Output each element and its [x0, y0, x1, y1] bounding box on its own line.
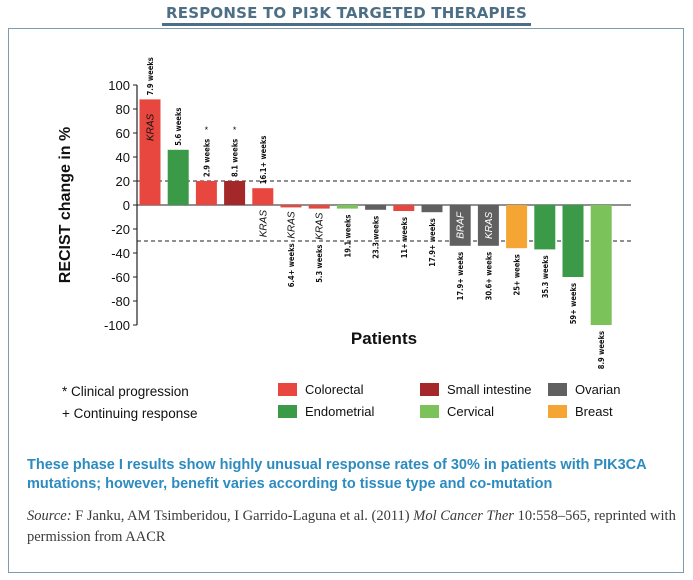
bar: [365, 205, 387, 210]
y-tick-label: -40: [111, 246, 130, 261]
bar-weeks-label: 25+ weeks: [513, 254, 522, 295]
y-axis-title: RECIST change in %: [57, 127, 74, 283]
bar-marker: *: [233, 125, 237, 135]
legend-label: Ovarian: [575, 382, 621, 397]
bar: [308, 205, 330, 209]
y-tick-label: 80: [116, 102, 130, 117]
legend-swatch: [278, 405, 297, 418]
bar-weeks-label: 17.9+ weeks: [428, 218, 437, 267]
y-tick-label: 0: [123, 198, 130, 213]
bar: [139, 99, 161, 205]
y-tick-label: -100: [104, 318, 130, 333]
bar-marker: *: [205, 125, 209, 135]
bar-weeks-label: 7.9 weeks: [146, 57, 155, 95]
bar-weeks-label: 8.1 weeks: [231, 139, 240, 177]
bar: [562, 205, 584, 277]
bar-weeks-label: 19.1 weeks: [343, 215, 352, 258]
figure-caption: These phase I results show highly unusua…: [27, 457, 647, 492]
legend-swatch: [548, 405, 567, 418]
legend-label: Breast: [575, 404, 613, 419]
bar: [336, 205, 358, 209]
title-wrap: RESPONSE TO PI3K TARGETED THERAPIES: [0, 4, 693, 26]
bar-weeks-label: 23.3 weeks: [372, 216, 381, 259]
y-tick-label: 60: [116, 126, 130, 141]
bar-weeks-label: 59+ weeks: [569, 283, 578, 324]
y-tick-label: -80: [111, 294, 130, 309]
legend-label: Endometrial: [305, 404, 374, 419]
bar-weeks-label: 8.9 weeks: [597, 331, 606, 369]
legend-swatch: [420, 383, 439, 396]
legend-note: * Clinical progression: [62, 384, 189, 399]
bar: [280, 205, 302, 208]
bar-weeks-label: 35.3 weeks: [541, 255, 550, 298]
bar: [506, 205, 528, 249]
legend-swatch: [278, 383, 297, 396]
bar: [449, 205, 471, 246]
legend-swatch: [548, 383, 567, 396]
bar-mutation-label: KRAS: [315, 212, 326, 240]
source-label: Source:: [27, 508, 72, 524]
bar-weeks-label: 11+ weeks: [400, 217, 409, 258]
bar: [224, 181, 246, 205]
source-authors: F Janku, AM Tsimberidou, I Garrido-Lagun…: [75, 508, 410, 524]
legend-label: Small intestine: [447, 382, 532, 397]
y-tick-label: 100: [108, 78, 130, 93]
bar-mutation-label: KRAS: [258, 210, 269, 238]
bar: [252, 188, 274, 205]
legend-label: Cervical: [447, 404, 494, 419]
bar: [421, 205, 443, 213]
bar-mutation-label: KRAS: [484, 211, 495, 239]
y-tick-label: -20: [111, 222, 130, 237]
bar-weeks-label: 2.9 weeks: [202, 139, 211, 177]
page-title: RESPONSE TO PI3K TARGETED THERAPIES: [162, 4, 531, 26]
bar-weeks-label: 17.9+ weeks: [456, 252, 465, 301]
source-rest: 10:558–565, reprinted with permission fr…: [27, 508, 676, 545]
bar-mutation-label: BRAF: [456, 211, 467, 239]
bar: [167, 149, 189, 205]
bar-weeks-label: 5.6 weeks: [174, 108, 183, 146]
bar-mutation-label: KRAS: [146, 113, 157, 141]
x-axis-title: Patients: [351, 329, 417, 348]
bar-weeks-label: 5.3 weeks: [315, 245, 324, 283]
legend-note: + Continuing response: [62, 406, 197, 421]
bar: [195, 181, 217, 205]
bar: [477, 205, 499, 246]
bar-weeks-label: 16.1+ weeks: [259, 136, 268, 185]
y-tick-label: 40: [116, 150, 130, 165]
y-tick-label: 20: [116, 174, 130, 189]
y-tick-label: -60: [111, 270, 130, 285]
legend-swatch: [420, 405, 439, 418]
bar: [393, 205, 415, 211]
legend-label: Colorectal: [305, 382, 364, 397]
source-journal: Mol Cancer Ther: [413, 508, 514, 524]
bar-weeks-label: 30.6+ weeks: [484, 252, 493, 301]
bar: [534, 205, 556, 250]
recist-bar-chart: 100 80 60 40 20 0 -20 -40 -60 -80 -100 RECIST chang…: [57, 57, 631, 421]
figure-frame: [8, 28, 684, 573]
bar-mutation-label: KRAS: [287, 211, 298, 239]
figure-source: Source: F Janku, AM Tsimberidou, I Garri…: [27, 506, 677, 548]
bar-weeks-label: 6.4+ weeks: [287, 243, 296, 287]
bar: [590, 205, 612, 325]
